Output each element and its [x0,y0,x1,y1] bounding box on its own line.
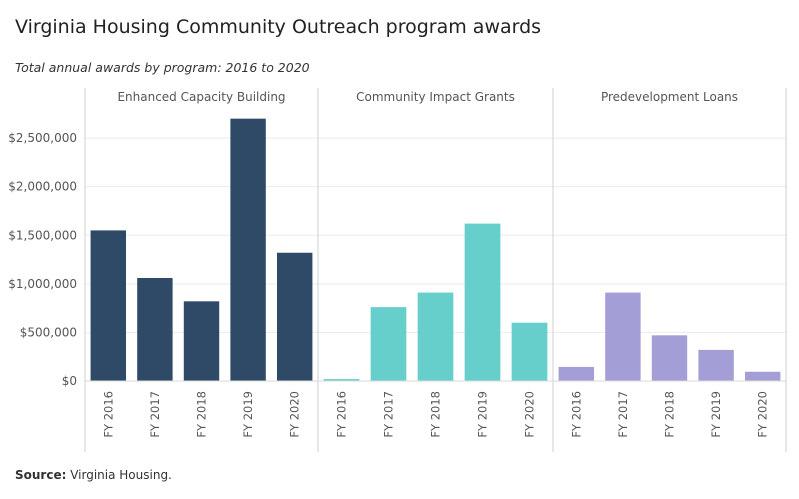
x-tick-label: FY 2017 [148,391,162,438]
x-tick-label: FY 2017 [382,391,396,438]
panel-title: Enhanced Capacity Building [117,90,285,104]
x-tick-label: FY 2018 [429,391,443,438]
chart-title: Virginia Housing Community Outreach prog… [15,16,542,38]
bar [137,278,173,381]
bar [558,366,595,381]
bar [323,379,360,381]
bar [90,230,127,381]
bar [276,252,313,381]
panel-title: Community Impact Grants [356,90,515,104]
x-tick-label: FY 2019 [241,391,255,438]
y-tick-label: $2,000,000 [8,180,77,194]
x-tick-label: FY 2020 [288,391,302,438]
y-tick-label: $1,000,000 [8,277,77,291]
x-tick-label: FY 2018 [195,391,209,438]
y-tick-label: $500,000 [20,325,77,339]
y-tick-label: $2,500,000 [8,131,77,145]
x-tick-label: FY 2016 [101,391,115,438]
bar [744,371,781,381]
x-tick-label: FY 2018 [663,391,677,438]
source-label: Source: [15,468,67,482]
x-tick-label: FY 2019 [476,391,490,438]
x-tick-label: FY 2020 [756,391,770,438]
y-tick-label: $0 [62,374,77,388]
x-tick-label: FY 2019 [709,391,723,438]
y-tick-label: $1,500,000 [8,228,77,242]
chart-subtitle: Total annual awards by program: 2016 to … [15,60,310,75]
bar [698,349,734,381]
panel-title: Predevelopment Loans [601,90,738,104]
bar [370,307,407,381]
source-text: Virginia Housing. [66,468,172,482]
bar [417,292,454,381]
bar [183,301,220,381]
x-tick-label: FY 2017 [616,391,630,438]
bar [651,335,688,381]
x-tick-label: FY 2020 [523,391,537,438]
x-tick-label: FY 2016 [569,391,583,438]
x-tick-label: FY 2016 [335,391,349,438]
source-note: Source: Virginia Housing. [15,468,172,482]
bar [464,223,501,381]
bar [511,322,548,381]
bar [230,118,266,381]
bar [605,292,641,381]
